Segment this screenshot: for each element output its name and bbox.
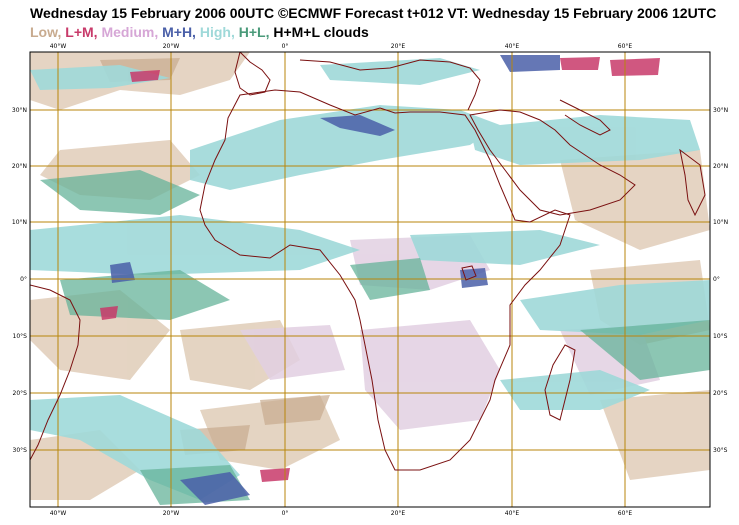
lon-label-top: 20°W xyxy=(163,43,180,50)
lat-label-right: 30°S xyxy=(713,447,728,454)
lat-label: 20°N xyxy=(12,163,27,170)
lat-label-right: 10°N xyxy=(713,219,728,226)
legend-medium-high: M+H, xyxy=(162,24,196,40)
lon-label-top: 40°E xyxy=(505,43,520,50)
lat-label: 0° xyxy=(20,276,27,283)
lat-label: 10°N xyxy=(12,219,27,226)
lake-victoria xyxy=(461,265,477,281)
lat-label: 20°S xyxy=(13,390,28,397)
graticule xyxy=(30,52,710,507)
madagascar-coastline xyxy=(544,344,576,421)
lon-label: 40°W xyxy=(50,510,67,517)
lat-label: 30°S xyxy=(13,447,28,454)
legend-high-low: H+L, xyxy=(238,24,270,40)
cloud-fields xyxy=(30,52,710,505)
lon-label: 0° xyxy=(282,510,289,517)
legend-all: H+M+L clouds xyxy=(273,24,369,40)
legend-medium: Medium, xyxy=(101,24,159,40)
lon-label: 40°E xyxy=(505,510,520,517)
lon-label-top: 20°E xyxy=(391,43,406,50)
mediterranean-coast xyxy=(299,59,481,111)
legend-low: Low, xyxy=(30,24,62,40)
lat-label: 10°S xyxy=(13,333,28,340)
cloud-legend: Low, L+M, Medium, M+H, High, H+L, H+M+L … xyxy=(30,24,369,40)
lon-label-top: 40°W xyxy=(50,43,67,50)
map-frame xyxy=(29,51,711,508)
legend-high: High, xyxy=(199,24,235,40)
legend-low-medium: L+M, xyxy=(65,24,98,40)
coastlines xyxy=(30,52,706,471)
lon-label: 20°W xyxy=(163,510,180,517)
forecast-title: Wednesday 15 February 2006 00UTC ©ECMWF … xyxy=(30,5,717,21)
lat-label-right: 20°N xyxy=(713,163,728,170)
africa-coastline xyxy=(199,89,571,471)
iberia-coastline xyxy=(234,52,271,96)
lon-label: 60°E xyxy=(618,510,633,517)
lat-label-right: 30°N xyxy=(713,107,728,114)
persian-gulf xyxy=(559,99,611,136)
latitude-labels: 30°N 20°N 10°N 0° 10°S 20°S 30°S 30°N 20… xyxy=(12,107,728,454)
lat-label: 30°N xyxy=(12,107,27,114)
lon-label-top: 60°E xyxy=(618,43,633,50)
arabia-coastline xyxy=(469,109,636,216)
lat-label-right: 10°S xyxy=(713,333,728,340)
lon-label: 20°E xyxy=(391,510,406,517)
longitude-labels: 40°W 20°W 0° 20°E 40°E 60°E 40°W 20°W 0°… xyxy=(50,43,633,517)
india-coast xyxy=(679,148,706,217)
south-america-coastline xyxy=(30,284,81,461)
lat-label-right: 20°S xyxy=(713,390,728,397)
lat-label-right: 0° xyxy=(713,276,720,283)
lon-label-top: 0° xyxy=(282,43,289,50)
